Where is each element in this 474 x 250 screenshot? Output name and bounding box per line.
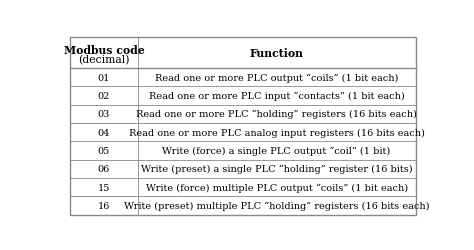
Text: Read one or more PLC output “coils” (1 bit each): Read one or more PLC output “coils” (1 b…: [155, 73, 398, 83]
Text: Write (force) multiple PLC output “coils” (1 bit each): Write (force) multiple PLC output “coils…: [146, 183, 408, 192]
Text: 06: 06: [98, 165, 110, 173]
Text: 04: 04: [98, 128, 110, 137]
Text: 02: 02: [98, 92, 110, 100]
Text: Function: Function: [250, 48, 303, 59]
Text: Write (force) a single PLC output “coil” (1 bit): Write (force) a single PLC output “coil”…: [163, 146, 391, 156]
Text: Write (preset) multiple PLC “holding” registers (16 bits each): Write (preset) multiple PLC “holding” re…: [124, 201, 429, 210]
Text: 16: 16: [98, 201, 110, 210]
Text: Write (preset) a single PLC “holding” register (16 bits): Write (preset) a single PLC “holding” re…: [141, 164, 412, 174]
Text: Modbus code: Modbus code: [64, 45, 144, 56]
Text: Read one or more PLC input “contacts” (1 bit each): Read one or more PLC input “contacts” (1…: [149, 92, 404, 101]
Text: 01: 01: [98, 73, 110, 82]
Text: 05: 05: [98, 146, 110, 155]
Text: (decimal): (decimal): [78, 55, 130, 65]
Text: 15: 15: [98, 183, 110, 192]
Text: 03: 03: [98, 110, 110, 119]
Text: Read one or more PLC analog input registers (16 bits each): Read one or more PLC analog input regist…: [128, 128, 425, 137]
Text: Read one or more PLC “holding” registers (16 bits each): Read one or more PLC “holding” registers…: [136, 110, 417, 119]
